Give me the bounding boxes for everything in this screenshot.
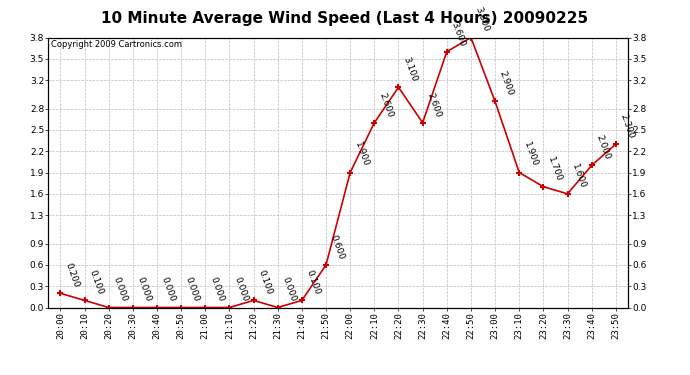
Text: 0.000: 0.000 xyxy=(136,276,153,303)
Text: Copyright 2009 Cartronics.com: Copyright 2009 Cartronics.com xyxy=(51,40,182,49)
Text: 10 Minute Average Wind Speed (Last 4 Hours) 20090225: 10 Minute Average Wind Speed (Last 4 Hou… xyxy=(101,11,589,26)
Text: 0.000: 0.000 xyxy=(184,276,201,303)
Text: 3.600: 3.600 xyxy=(450,20,467,48)
Text: 2.900: 2.900 xyxy=(498,70,515,97)
Text: 2.600: 2.600 xyxy=(377,92,395,118)
Text: 0.100: 0.100 xyxy=(88,269,105,296)
Text: 3.800: 3.800 xyxy=(474,6,491,33)
Text: 2.300: 2.300 xyxy=(619,112,636,140)
Text: 0.000: 0.000 xyxy=(112,276,129,303)
Text: 1.700: 1.700 xyxy=(546,155,564,183)
Text: 3.100: 3.100 xyxy=(402,56,419,83)
Text: 2.000: 2.000 xyxy=(595,134,612,161)
Text: 0.000: 0.000 xyxy=(281,276,298,303)
Text: 1.600: 1.600 xyxy=(571,162,588,190)
Text: 0.100: 0.100 xyxy=(305,269,322,296)
Text: 0.100: 0.100 xyxy=(257,269,274,296)
Text: 1.900: 1.900 xyxy=(522,141,540,168)
Text: 2.600: 2.600 xyxy=(426,92,443,118)
Text: 0.200: 0.200 xyxy=(63,262,81,289)
Text: 0.000: 0.000 xyxy=(233,276,250,303)
Text: 0.600: 0.600 xyxy=(329,233,346,261)
Text: 1.900: 1.900 xyxy=(353,141,371,168)
Text: 0.000: 0.000 xyxy=(208,276,226,303)
Text: 0.000: 0.000 xyxy=(160,276,177,303)
